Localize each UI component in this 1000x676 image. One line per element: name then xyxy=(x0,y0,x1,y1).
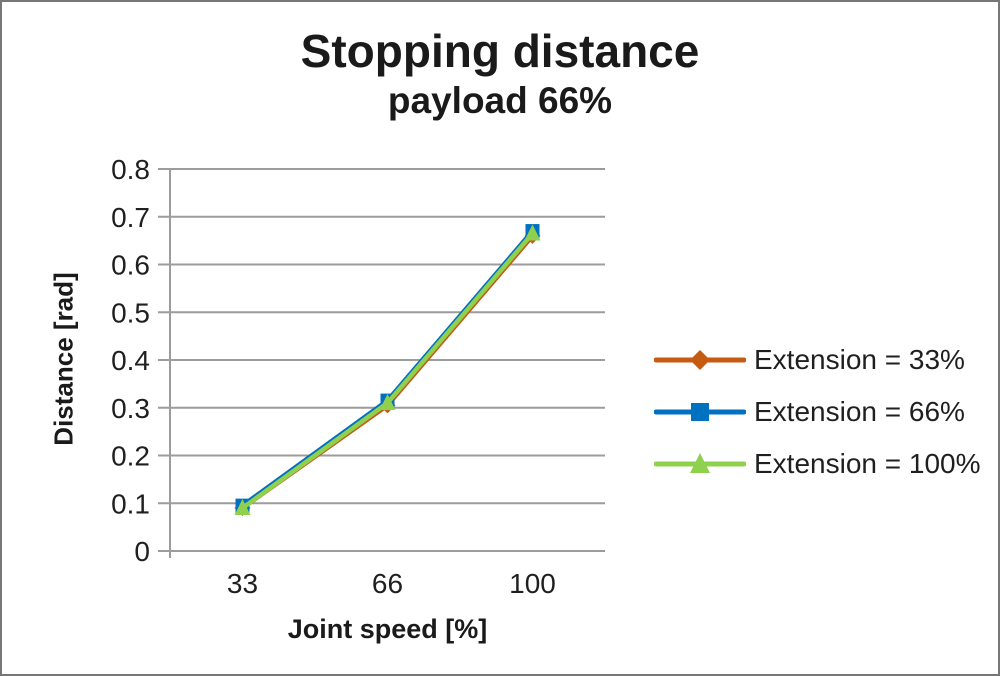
x-tick-label: 33 xyxy=(227,568,258,599)
x-tick-label: 66 xyxy=(372,568,403,599)
legend: Extension = 33% Extension = 66% Extensio… xyxy=(654,334,981,490)
y-tick-label: 0.5 xyxy=(111,297,150,328)
series-marker-square xyxy=(691,403,709,421)
series-marker-triangle xyxy=(379,393,396,410)
legend-sample-diamond-icon xyxy=(654,350,746,370)
x-tick-label: 100 xyxy=(509,568,556,599)
series-line xyxy=(240,231,535,511)
chart-subtitle: payload 66% xyxy=(387,80,613,121)
legend-item: Extension = 66% xyxy=(654,386,981,438)
y-tick-label: 0.1 xyxy=(111,488,150,519)
legend-label: Extension = 100% xyxy=(754,448,981,479)
series-marker-triangle xyxy=(690,453,710,473)
y-tick-label: 0.7 xyxy=(111,202,150,233)
y-tick-label: 0 xyxy=(134,536,150,567)
series-line xyxy=(240,228,535,508)
legend-item: Extension = 100% xyxy=(654,438,981,490)
legend-item: Extension = 33% xyxy=(654,334,981,386)
y-tick-label: 0.4 xyxy=(111,345,150,376)
legend-sample-triangle-icon xyxy=(654,453,746,473)
legend-label: Extension = 66% xyxy=(754,396,965,427)
y-tick-label: 0.8 xyxy=(111,154,150,185)
legend-label: Extension = 33% xyxy=(754,344,965,375)
series-marker-diamond xyxy=(690,350,710,370)
series-line xyxy=(240,233,535,511)
series-marker-triangle xyxy=(234,499,251,516)
x-axis-title: Joint speed [%] xyxy=(287,614,488,644)
legend-sample-square-icon xyxy=(654,403,746,421)
y-tick-label: 0.2 xyxy=(111,441,150,472)
chart-title: Stopping distance xyxy=(300,25,700,77)
y-tick-label: 0.6 xyxy=(111,250,150,281)
series-marker-triangle xyxy=(524,224,541,241)
y-tick-label: 0.3 xyxy=(111,393,150,424)
y-axis-title: Distance [rad] xyxy=(48,272,79,446)
